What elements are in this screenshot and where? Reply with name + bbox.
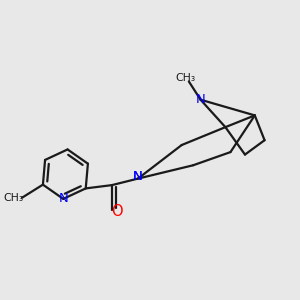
Text: N: N [196, 93, 206, 106]
Text: CH₃: CH₃ [4, 193, 24, 203]
Text: CH₃: CH₃ [176, 73, 196, 83]
Text: O: O [111, 204, 123, 219]
Text: N: N [133, 170, 143, 183]
Text: N: N [58, 192, 68, 206]
Text: N: N [133, 170, 143, 183]
